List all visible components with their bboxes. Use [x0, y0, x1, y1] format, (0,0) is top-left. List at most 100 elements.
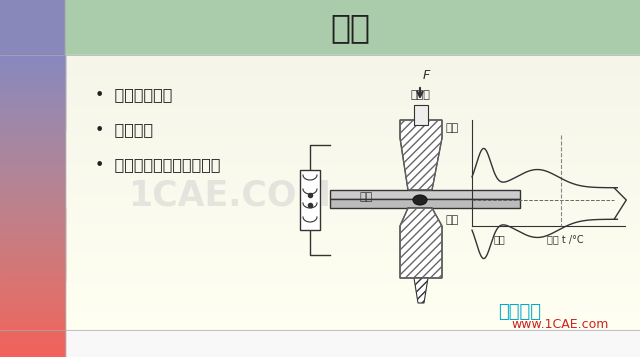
Bar — [0, 93, 65, 95]
Bar — [0, 320, 65, 321]
Bar — [0, 165, 65, 166]
Bar — [0, 205, 65, 206]
Bar — [0, 142, 65, 144]
Bar — [0, 215, 65, 217]
Bar — [65, 133, 640, 135]
Bar — [0, 59, 65, 61]
Bar — [0, 234, 65, 236]
Bar — [0, 255, 65, 257]
Bar — [65, 172, 640, 174]
Bar — [65, 95, 640, 96]
Bar — [0, 240, 65, 242]
Bar — [65, 199, 640, 201]
Bar — [65, 197, 640, 198]
Bar — [65, 194, 640, 196]
Bar — [0, 310, 65, 311]
Bar — [65, 311, 640, 312]
Bar — [0, 86, 65, 88]
Bar — [0, 355, 65, 357]
Bar — [65, 196, 640, 197]
Bar — [65, 276, 640, 277]
Bar — [65, 318, 640, 320]
Bar — [65, 208, 640, 210]
Bar — [0, 253, 65, 255]
Bar — [0, 203, 65, 205]
Bar — [65, 304, 640, 306]
Bar — [0, 224, 65, 226]
Bar — [65, 126, 640, 127]
Bar — [65, 134, 640, 136]
Bar — [0, 323, 65, 324]
Bar — [65, 145, 640, 146]
Bar — [65, 202, 640, 203]
Bar — [0, 247, 65, 249]
Bar — [0, 65, 65, 66]
Bar — [65, 281, 640, 282]
Bar — [65, 92, 640, 94]
Bar — [65, 204, 640, 206]
Bar — [0, 270, 65, 271]
Bar — [0, 225, 65, 227]
Bar — [0, 111, 65, 113]
Bar — [65, 210, 640, 211]
Bar — [65, 59, 640, 60]
Bar — [65, 325, 640, 327]
Bar — [65, 185, 640, 186]
Bar — [65, 198, 640, 200]
Bar — [0, 196, 65, 197]
Bar — [0, 353, 65, 355]
Bar — [0, 120, 65, 122]
Polygon shape — [400, 208, 442, 278]
Bar — [65, 294, 640, 296]
Bar — [65, 258, 640, 260]
Bar — [65, 140, 640, 141]
Bar — [65, 272, 640, 273]
Bar — [0, 154, 65, 155]
Bar — [65, 314, 640, 316]
Bar — [0, 347, 65, 348]
Bar — [0, 265, 65, 266]
Bar — [65, 327, 640, 328]
Bar — [0, 167, 65, 168]
Text: 焊点 t /°C: 焊点 t /°C — [547, 234, 584, 244]
Bar — [65, 268, 640, 270]
Bar — [65, 217, 640, 218]
Bar — [65, 57, 640, 59]
Bar — [65, 244, 640, 246]
Bar — [0, 122, 65, 124]
Bar — [65, 72, 640, 74]
Bar — [65, 295, 640, 297]
Bar — [65, 161, 640, 162]
Bar — [0, 99, 65, 101]
Bar — [0, 319, 65, 320]
Bar — [0, 104, 65, 106]
Bar — [0, 273, 65, 275]
Bar — [0, 55, 65, 56]
Bar — [0, 74, 65, 76]
Bar — [65, 335, 640, 337]
Bar — [65, 67, 640, 69]
Bar — [65, 188, 640, 190]
Bar — [65, 77, 640, 79]
Bar — [0, 134, 65, 135]
Bar — [65, 113, 640, 115]
Bar — [65, 238, 640, 240]
Bar — [0, 160, 65, 161]
Bar — [0, 322, 65, 323]
Bar — [65, 229, 640, 231]
Bar — [65, 157, 640, 159]
Text: 冷却水: 冷却水 — [410, 90, 430, 100]
Bar — [0, 103, 65, 105]
Bar — [0, 257, 65, 259]
Bar — [65, 200, 640, 201]
Bar — [65, 143, 640, 145]
Bar — [65, 235, 640, 236]
Polygon shape — [414, 278, 428, 303]
Bar — [65, 167, 640, 169]
Bar — [0, 282, 65, 284]
Bar — [65, 270, 640, 272]
Bar — [65, 271, 640, 272]
Bar — [0, 348, 65, 350]
Polygon shape — [400, 120, 442, 190]
Bar — [0, 280, 65, 281]
